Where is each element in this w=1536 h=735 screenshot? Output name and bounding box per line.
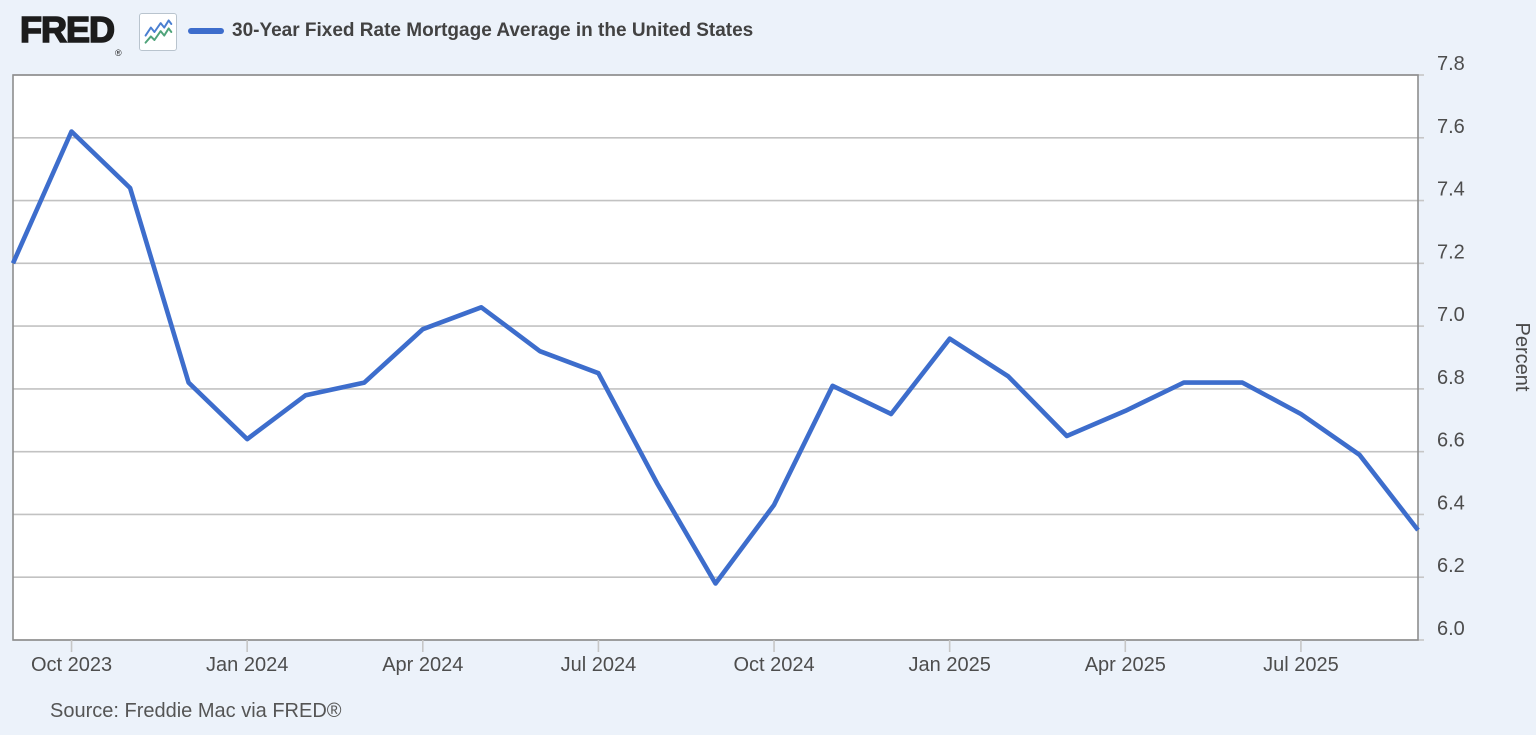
plot-border — [12, 74, 1419, 641]
fred-logo-text: FRED — [19, 8, 116, 51]
y-tick-label: 6.0 — [1437, 618, 1465, 640]
sparkline-icon-graphic — [144, 19, 173, 44]
y-tick-label: 6.2 — [1437, 555, 1465, 577]
chart-title: 30-Year Fixed Rate Mortgage Average in t… — [232, 20, 754, 41]
x-tick-label: Oct 2024 — [733, 654, 814, 676]
series-legend-swatch — [188, 28, 224, 34]
y-tick-label: 7.6 — [1437, 116, 1465, 138]
y-tick-label: 7.8 — [1437, 53, 1465, 75]
series-line — [10, 129, 1420, 586]
x-tick-label: Apr 2025 — [1085, 654, 1166, 676]
y-tick-label: 7.4 — [1437, 179, 1465, 201]
plot-area[interactable] — [13, 75, 1418, 640]
fred-logo[interactable]: FRED® — [19, 8, 122, 58]
fred-widget-header: FRED® 30-Year Fixed Rate Mortgage Averag… — [0, 0, 1536, 62]
registered-trademark-symbol: ® — [115, 48, 122, 58]
y-tick-label: 6.6 — [1437, 430, 1465, 452]
x-tick-label: Jan 2025 — [909, 654, 991, 676]
y-axis-title: Percent — [1511, 323, 1533, 392]
x-tick-label: Jan 2024 — [206, 654, 288, 676]
y-tick-label: 7.2 — [1437, 241, 1465, 263]
fred-sparkline-icon — [139, 13, 177, 51]
x-tick-label: Jul 2025 — [1263, 654, 1339, 676]
x-tick-label: Apr 2024 — [382, 654, 463, 676]
x-tick-label: Oct 2023 — [31, 654, 112, 676]
y-tick-label: 6.4 — [1437, 492, 1465, 514]
x-tick-label: Jul 2024 — [561, 654, 637, 676]
y-tick-label: 6.8 — [1437, 367, 1465, 389]
y-tick-label: 7.0 — [1437, 304, 1465, 326]
source-note: Source: Freddie Mac via FRED® — [50, 700, 342, 722]
